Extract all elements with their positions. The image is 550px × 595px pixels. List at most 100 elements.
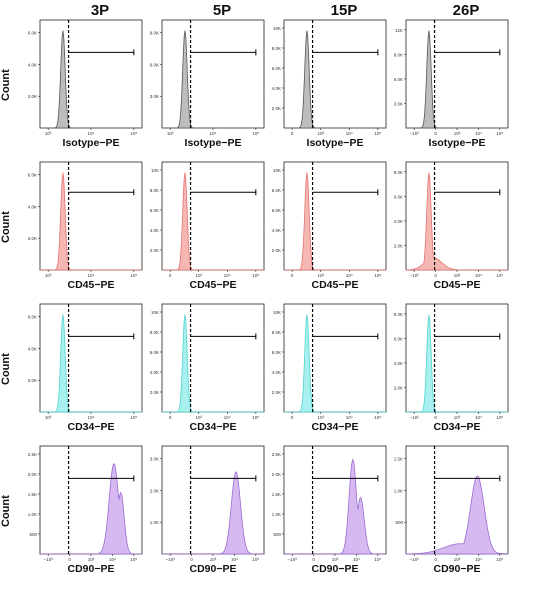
panel-cd90-5p-ytick-label: 1.0K	[150, 520, 159, 525]
panel-cd34-5p-ytick-label: 10K	[151, 310, 159, 315]
panel-cd90-5p-histogram	[162, 471, 264, 555]
panel-isotype-5p-xtick-label: 10⁵	[252, 131, 259, 136]
panel-cd45-15p-xtick-label: 0	[291, 273, 294, 278]
panel-isotype-26p-xtick-label: −10³	[410, 131, 420, 136]
panel-isotype-15p-xtick-label: 10³	[317, 131, 324, 136]
panel-isotype-26p-ytick-label: 3.0K	[394, 101, 403, 106]
panel-cd90-15p-xtick-label: 0	[312, 557, 315, 562]
panel-cd45-15p-histogram	[284, 172, 386, 271]
panel-cd45-15p-ytick-label: 6.0K	[272, 208, 281, 213]
panel-isotype-3p-xtick-label: 10⁴	[88, 131, 95, 136]
panel-cd34-15p-histogram	[284, 314, 386, 413]
panel-cd45-26p-ytick-label: 2.0K	[394, 243, 403, 248]
panel-cd45-26p-xlabel: CD45−PE	[434, 279, 481, 291]
panel-cd45-5p-xtick-label: 0	[169, 273, 172, 278]
panel-cd45-5p-xtick-label: 10⁵	[252, 273, 259, 278]
panel-cd45-5p-ytick-label: 8.0K	[150, 188, 159, 193]
panel-isotype-5p-xlabel: Isotype−PE	[185, 137, 242, 149]
panel-cd34-5p-xtick-label: 10⁵	[252, 415, 259, 420]
panel-cd45-15p-xlabel: CD45−PE	[312, 279, 359, 291]
panel-cd34-3p-ytick-label: 4.0K	[28, 346, 37, 351]
panel-cd45-26p-xtick-label: 10⁵	[496, 273, 503, 278]
panel-isotype-15p-ytick-label: 2.0K	[272, 106, 281, 111]
panel-cd45-3p-xlabel: CD45−PE	[68, 279, 115, 291]
panel-cd34-26p-xtick-label: 0	[434, 415, 437, 420]
panel-isotype-3p-xtick-label: 10³	[45, 131, 52, 136]
panel-cd90-3p-ytick-label: 500	[29, 532, 37, 537]
panel-isotype-15p-xtick-label: 10⁵	[374, 131, 381, 136]
column-header-26p: 26P	[452, 2, 480, 19]
panel-cd90-3p-xtick-label: 10⁵	[130, 557, 137, 562]
panel-cd90-5p-ytick-label: 2.0K	[150, 488, 159, 493]
panel-cd90-15p-xtick-label: 10³	[332, 557, 339, 562]
panel-cd45-15p-xtick-label: 10⁵	[374, 273, 381, 278]
panel-cd34-15p-ytick-label: 2.0K	[272, 390, 281, 395]
panel-cd45-5p-ytick-label: 2.0K	[150, 248, 159, 253]
panel-cd34-15p-ytick-label: 10K	[273, 310, 281, 315]
panel-isotype-26p-frame	[405, 19, 509, 129]
panel-cd90-3p-ytick-label: 2.5K	[28, 452, 37, 457]
panel-cd45-3p-xtick-label: 10⁵	[130, 273, 137, 278]
panel-cd45-5p-ytick-label: 4.0K	[150, 228, 159, 233]
panel-cd90-15p-ytick-label: 1.0K	[272, 512, 281, 517]
panel-cd34-15p-xtick-label: 0	[291, 415, 294, 420]
panel-isotype-15p-ytick-label: 4.0K	[272, 86, 281, 91]
panel-isotype-15p-ytick-label: 6.0K	[272, 66, 281, 71]
panel-isotype-26p-histogram	[406, 30, 508, 129]
panel-cd90-26p-xtick-label: 10⁵	[496, 557, 503, 562]
panel-cd34-3p-ytick-label: 6.0K	[28, 315, 37, 320]
panel-cd90-15p-xtick-label: 10⁵	[374, 557, 381, 562]
panel-isotype-3p-frame	[39, 19, 143, 129]
panel-isotype-5p-frame	[161, 19, 265, 129]
panel-cd90-26p-ytick-label: 1.5K	[394, 457, 403, 462]
panel-cd90-3p-ytick-label: 1.5K	[28, 492, 37, 497]
panel-cd90-26p-xlabel: CD90−PE	[434, 563, 481, 575]
panel-cd34-26p-xtick-label: 10⁵	[496, 415, 503, 420]
panel-cd34-5p-xtick-label: 10³	[195, 415, 202, 420]
panel-cd90-15p-xtick-label: 10⁴	[353, 557, 360, 562]
panel-isotype-3p-ytick-label: 2.0K	[28, 94, 37, 99]
panel-cd90-5p-xtick-label: −10³	[166, 557, 176, 562]
panel-cd45-5p-xlabel: CD45−PE	[190, 279, 237, 291]
panel-cd90-3p-histogram	[40, 462, 142, 555]
panel-cd90-3p-ytick-label: 2.0K	[28, 472, 37, 477]
panel-cd34-26p-ytick-label: 4.0K	[394, 361, 403, 366]
panel-isotype-5p-xtick-label: 10⁴	[210, 131, 217, 136]
panel-isotype-26p-xtick-label: 10⁵	[496, 131, 503, 136]
panel-cd34-26p-frame	[405, 303, 509, 413]
panel-cd34-3p-xlabel: CD34−PE	[68, 421, 115, 433]
panel-cd34-3p-ytick-label: 2.0K	[28, 378, 37, 383]
panel-cd45-15p-xtick-label: 10⁴	[346, 273, 353, 278]
panel-cd34-26p-xlabel: CD34−PE	[434, 421, 481, 433]
panel-cd45-5p-histogram	[162, 172, 264, 271]
panel-cd34-26p-xtick-label: 10⁴	[475, 415, 482, 420]
column-header-15p: 15P	[330, 2, 358, 19]
panel-cd90-26p-xtick-label: 10³	[454, 557, 461, 562]
panel-cd90-3p-xtick-label: 0	[68, 557, 71, 562]
panel-cd34-5p-ytick-label: 6.0K	[150, 350, 159, 355]
panel-cd34-26p-xtick-label: −10³	[410, 415, 420, 420]
panel-cd45-26p-ytick-label: 4.0K	[394, 219, 403, 224]
panel-cd45-3p-ytick-label: 4.0K	[28, 204, 37, 209]
panel-isotype-26p-ytick-label: 9.0K	[394, 52, 403, 57]
panel-cd34-5p-ytick-label: 2.0K	[150, 390, 159, 395]
panel-cd34-5p-histogram	[162, 314, 264, 413]
panel-cd90-15p-histogram	[284, 458, 386, 555]
panel-cd45-5p-ytick-label: 10K	[151, 168, 159, 173]
panel-cd90-5p-xtick-label: 10⁵	[252, 557, 259, 562]
panel-cd45-5p-ytick-label: 6.0K	[150, 208, 159, 213]
panel-cd45-5p-frame	[161, 161, 265, 271]
panel-cd45-26p-xtick-label: 10⁴	[475, 273, 482, 278]
panel-isotype-5p-ytick-label: 9.0K	[150, 31, 159, 36]
panel-cd90-15p-ytick-label: 2.0K	[272, 472, 281, 477]
panel-cd34-26p-histogram	[406, 314, 508, 413]
panel-isotype-3p-ytick-label: 6.0K	[28, 31, 37, 36]
panel-isotype-5p-xtick-label: 10³	[167, 131, 174, 136]
panel-cd34-26p-ytick-label: 8.0K	[394, 312, 403, 317]
panel-cd90-26p-frame	[405, 445, 509, 555]
panel-cd34-26p-ytick-label: 2.0K	[394, 385, 403, 390]
panel-cd90-26p-histogram	[405, 475, 509, 555]
panel-isotype-26p-xtick-label: 10³	[454, 131, 461, 136]
panel-cd90-15p-ytick-label: 2.5K	[272, 452, 281, 457]
panel-cd90-5p-frame	[161, 445, 265, 555]
